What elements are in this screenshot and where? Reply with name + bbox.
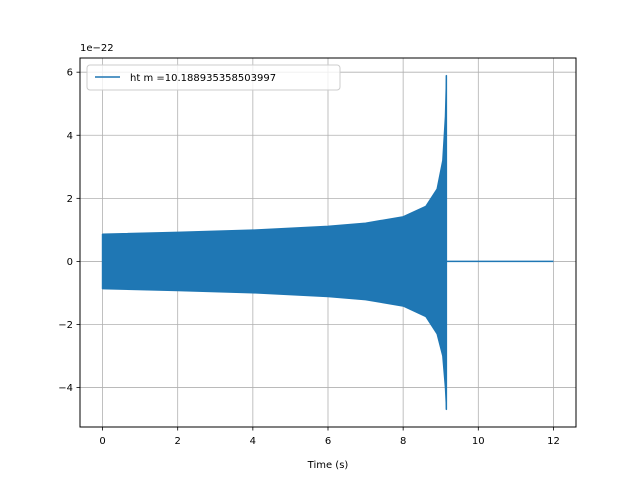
legend: ht m =10.188935358503997	[86, 64, 341, 91]
x-tick-label: 4	[250, 436, 256, 447]
legend-box	[86, 64, 341, 91]
y-tick-label: 2	[67, 194, 73, 205]
y-tick-label: 4	[67, 131, 73, 142]
x-tick-label: 0	[99, 436, 105, 447]
legend-entry-label: ht m =10.188935358503997	[130, 73, 276, 84]
y-tick-label: 6	[67, 68, 73, 79]
x-axis-label: Time (s)	[307, 460, 349, 471]
x-tick-label: 2	[175, 436, 181, 447]
x-tick-label: 6	[325, 436, 331, 447]
x-tick-label: 10	[472, 436, 485, 447]
y-offset-label: 1e−22	[80, 43, 114, 54]
y-tick-label: −4	[58, 383, 73, 394]
x-axis: 0 2 4 6 8 10 12	[99, 427, 560, 447]
y-tick-label: 0	[67, 257, 73, 268]
x-tick-label: 8	[400, 436, 406, 447]
plot-area	[101, 74, 554, 411]
y-tick-label: −2	[58, 320, 73, 331]
x-tick-label: 12	[547, 436, 560, 447]
y-axis: −4 −2 0 2 4 6	[58, 68, 80, 394]
